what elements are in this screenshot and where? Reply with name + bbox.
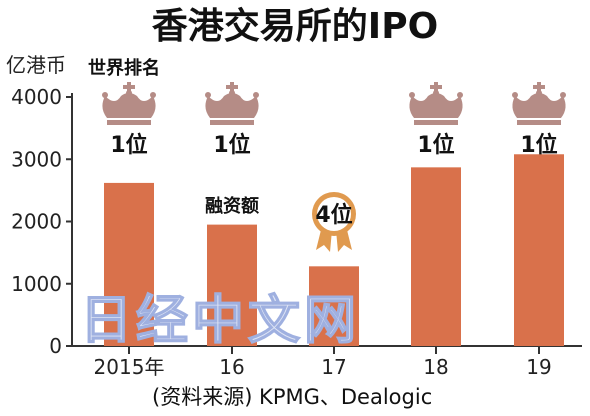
crown-icon	[409, 82, 463, 125]
x-tick-label: 19	[526, 355, 551, 379]
y-tick-label: 0	[49, 334, 62, 358]
source-note: (资料来源) KPMG、Dealogic	[152, 385, 432, 409]
bar	[207, 224, 257, 346]
x-tick-label: 2015年	[94, 355, 165, 379]
y-tick-label: 3000	[11, 147, 62, 171]
y-tick-label: 2000	[11, 210, 62, 234]
rank-label: 1位	[417, 132, 454, 158]
rank-label: 1位	[110, 132, 147, 158]
bar	[104, 182, 154, 346]
medal-icon	[312, 192, 356, 252]
rank-annotation: 世界排名	[88, 57, 160, 79]
rank-label: 4位	[315, 202, 352, 228]
rank-label: 1位	[520, 132, 557, 158]
crown-icon	[102, 82, 156, 125]
crown-icon	[512, 82, 566, 125]
series-annotation: 融资额	[205, 195, 259, 217]
crown-icon	[205, 82, 259, 125]
axes: 0 1000 2000 3000 4000 2015年 16 17 18 19	[11, 85, 582, 379]
bar	[309, 266, 359, 346]
y-tick-label: 1000	[11, 272, 62, 296]
y-axis-unit: 亿港币	[6, 53, 66, 77]
bars	[104, 154, 564, 346]
rank-label: 1位	[213, 132, 250, 158]
bar	[514, 154, 564, 346]
y-tick-label: 4000	[11, 85, 62, 109]
chart-title: 香港交易所的IPO	[152, 5, 438, 47]
x-tick-label: 16	[219, 355, 244, 379]
watermark-text: 日经中文网	[80, 291, 360, 351]
x-tick-label: 17	[321, 355, 346, 379]
x-tick-label: 18	[423, 355, 448, 379]
bar	[411, 167, 461, 346]
